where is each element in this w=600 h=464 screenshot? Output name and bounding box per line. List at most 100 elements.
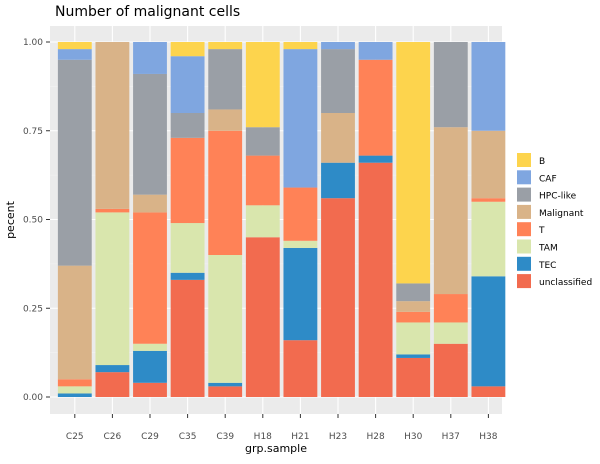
bar-segment xyxy=(245,237,280,397)
bar-segment xyxy=(208,130,243,255)
x-tick-label: H21 xyxy=(291,432,309,442)
bar-segment xyxy=(57,393,92,397)
bar-segment xyxy=(208,255,243,383)
bar-segment xyxy=(208,109,243,131)
bar-segment xyxy=(321,113,355,163)
bar-segment xyxy=(321,198,355,397)
bar-segment xyxy=(471,42,506,131)
bar-segment xyxy=(57,59,92,266)
x-axis-title: grp.sample xyxy=(245,442,307,455)
legend-label: Malignant xyxy=(539,209,584,219)
bar-segment xyxy=(283,49,318,188)
bar-segment xyxy=(133,73,167,195)
bar-segment xyxy=(471,130,506,199)
bar-segment xyxy=(170,42,205,57)
bar-segment xyxy=(396,311,431,323)
bar-segment xyxy=(321,162,355,199)
legend-label: HPC-like xyxy=(539,192,577,202)
x-tick-label: C39 xyxy=(216,432,234,442)
chart-title: Number of malignant cells xyxy=(55,4,240,20)
bar-segment xyxy=(57,49,92,60)
bar-segment xyxy=(396,301,431,312)
x-tick-label: H38 xyxy=(479,432,497,442)
bar-segment xyxy=(133,194,167,213)
bar-segment xyxy=(133,212,167,344)
bar-segment xyxy=(396,42,431,284)
bar-segment xyxy=(283,340,318,397)
bar-segment xyxy=(208,386,243,397)
bar-segment xyxy=(133,382,167,397)
legend-label: TAM xyxy=(538,244,558,254)
bar-segment xyxy=(133,42,167,74)
legend-swatch xyxy=(517,274,531,289)
x-tick-label: C25 xyxy=(66,432,84,442)
legend-swatch xyxy=(517,256,531,271)
x-axis: C25 C26 C29 C35 C39 H18 H21 H23 H28 H30 H37 H38 xyxy=(66,414,498,442)
legend-label: TEC xyxy=(538,261,556,271)
bar-segment xyxy=(433,343,468,397)
bar-segment xyxy=(208,49,243,110)
bar-segment xyxy=(57,379,92,387)
bar-segment xyxy=(245,42,280,128)
x-tick-label: C26 xyxy=(104,432,122,442)
legend-label: CAF xyxy=(539,174,557,184)
bar-segment xyxy=(433,127,468,295)
y-tick-label: 0.50 xyxy=(23,216,43,226)
bar-segment xyxy=(283,247,318,341)
bar-segment xyxy=(245,155,280,206)
legend-swatch xyxy=(517,204,531,219)
bar-segment xyxy=(283,240,318,248)
bar-segment xyxy=(170,137,205,224)
bar-segment xyxy=(358,162,393,397)
legend-swatch xyxy=(517,153,531,167)
bar-segment xyxy=(358,59,393,156)
bar-segment xyxy=(170,279,205,397)
x-tick-label: H23 xyxy=(329,432,347,442)
x-tick-label: H37 xyxy=(442,432,460,442)
y-tick-label: 0.75 xyxy=(23,127,43,137)
bar-segment xyxy=(321,49,355,113)
bar-segment xyxy=(396,354,431,358)
x-tick-label: C35 xyxy=(179,432,197,442)
bar-segment xyxy=(396,357,431,397)
bar-segment xyxy=(321,42,355,50)
legend-swatch xyxy=(517,170,531,185)
bar-segment xyxy=(133,343,167,351)
legend-label: T xyxy=(538,226,545,236)
bar-segment xyxy=(471,201,506,277)
legend: B CAF HPC-like Malignant T TAM TEC unclassified xyxy=(517,153,592,289)
bar-segment xyxy=(396,322,431,355)
bar-segment xyxy=(170,223,205,273)
bar-segment xyxy=(471,386,506,397)
legend-swatch xyxy=(517,187,531,202)
bar-segment xyxy=(245,205,280,238)
bar-segment xyxy=(95,42,130,209)
y-tick-label: 0.00 xyxy=(23,393,43,403)
y-tick-label: 0.25 xyxy=(23,304,43,314)
bar-segment xyxy=(95,372,130,397)
bar-segment xyxy=(358,42,393,60)
bar-segment xyxy=(471,276,506,387)
legend-label: unclassified xyxy=(539,278,592,288)
bars xyxy=(57,42,506,397)
bar-segment xyxy=(471,198,506,202)
bar-segment xyxy=(57,42,92,50)
bar-segment xyxy=(208,382,243,387)
bar-segment xyxy=(57,386,92,394)
x-tick-label: H30 xyxy=(404,432,422,442)
y-axis-title: pecent xyxy=(4,200,17,239)
bar-segment xyxy=(95,365,130,373)
x-tick-label: H28 xyxy=(366,432,384,442)
bar-segment xyxy=(283,187,318,241)
bar-segment xyxy=(433,294,468,323)
bar-segment xyxy=(170,56,205,113)
y-tick-label: 1.00 xyxy=(23,38,43,48)
bar-segment xyxy=(283,42,318,50)
bar-segment xyxy=(245,127,280,156)
y-axis: 0.00 0.25 0.50 0.75 1.00 xyxy=(23,38,50,403)
x-tick-label: H18 xyxy=(254,432,272,442)
bar-segment xyxy=(57,265,92,380)
bar-segment xyxy=(133,350,167,383)
